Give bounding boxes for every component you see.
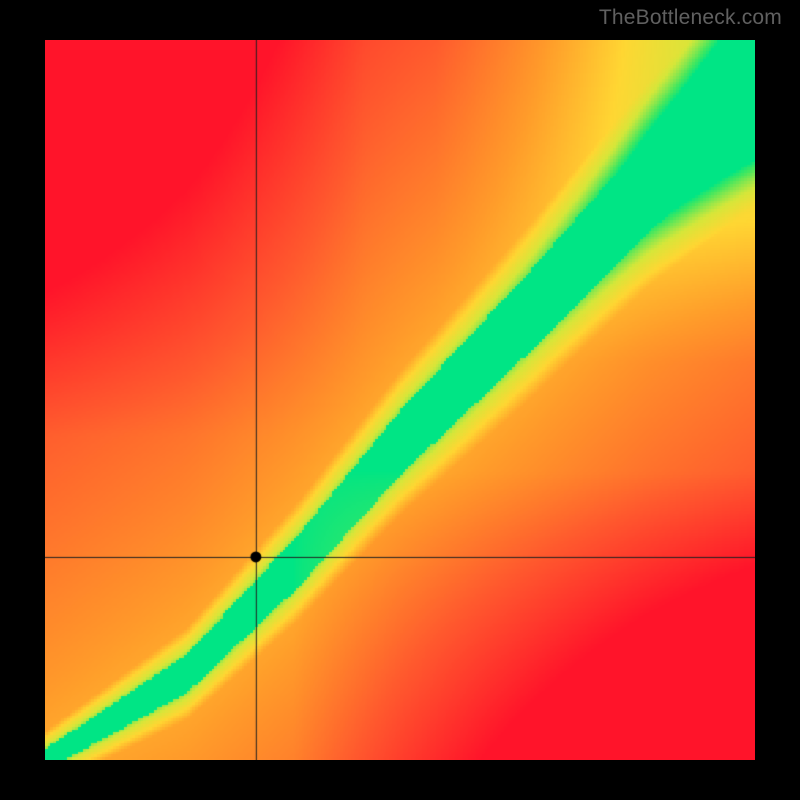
heatmap-canvas [45,40,755,760]
watermark-text: TheBottleneck.com [599,6,782,30]
figure-wrap: TheBottleneck.com [0,0,800,800]
